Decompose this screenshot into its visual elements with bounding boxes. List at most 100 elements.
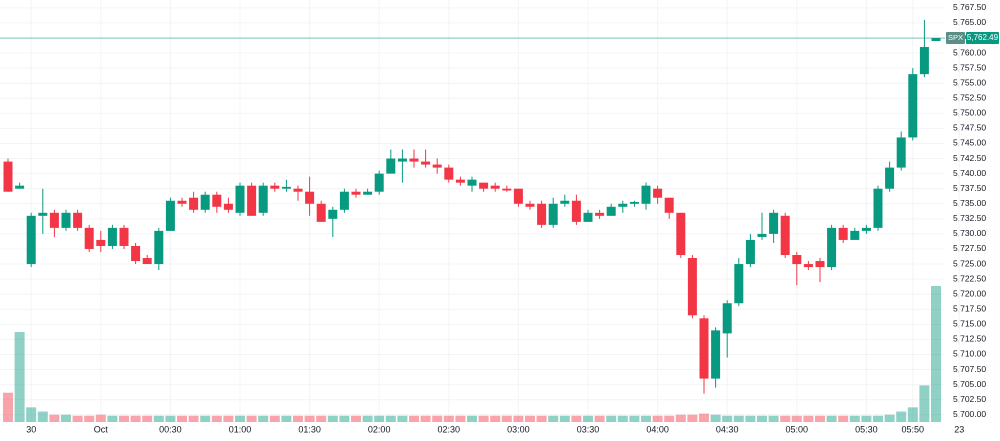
candle-body (119, 227, 129, 246)
candle-body (827, 227, 837, 268)
candle-body (560, 200, 570, 204)
candle-body (537, 203, 547, 225)
y-tick-label: 5,750.00 (953, 108, 986, 118)
candle-body (502, 188, 512, 191)
candle-body (270, 185, 280, 189)
candle-body (96, 239, 106, 246)
x-tick-label: 05:50 (902, 424, 925, 434)
x-tick-label: 02:00 (368, 424, 391, 434)
x-tick-label: 01:30 (298, 424, 321, 434)
candle-body (189, 197, 199, 210)
volume-bar (478, 415, 489, 422)
price-box (966, 32, 999, 45)
y-tick-label: 5,702.50 (953, 394, 986, 404)
volume-bar (258, 415, 269, 422)
candle-body (432, 164, 442, 168)
candle-body (815, 261, 825, 268)
volume-bar (803, 415, 814, 422)
candle-body (885, 167, 895, 189)
volume-bar (722, 415, 733, 422)
candle-body (861, 227, 871, 231)
x-tick-label: 01:00 (229, 424, 252, 434)
volume-bar (153, 415, 164, 422)
volume-bar (316, 415, 327, 422)
candle-body (618, 203, 628, 207)
candle-body (490, 185, 500, 189)
y-tick-label: 5,747.50 (953, 123, 986, 133)
volume-bar (791, 415, 802, 422)
candle-body (583, 212, 593, 222)
candle-body (212, 194, 222, 207)
volume-bar (687, 414, 698, 422)
candle-body (363, 191, 373, 195)
candle-body (919, 47, 929, 75)
volume-bar (37, 411, 48, 422)
candle-body (84, 227, 94, 249)
candle-body (38, 212, 48, 216)
candle-body (421, 161, 431, 165)
volume-bar (873, 415, 883, 422)
volume-bar (525, 415, 535, 422)
volume-bar (72, 415, 83, 422)
volume-bar (432, 415, 443, 422)
candle-body (258, 185, 268, 213)
candle-body (757, 233, 767, 237)
volume-bar (304, 415, 315, 422)
x-tick-label: 03:00 (507, 424, 530, 434)
volume-bar (664, 415, 675, 422)
candle-body (177, 200, 187, 204)
candle-body (3, 161, 13, 192)
volume-bar (896, 411, 907, 422)
candle-body (165, 200, 175, 231)
candle-body (734, 264, 744, 304)
volume-bar (548, 415, 559, 422)
symbol-label: SPX (948, 33, 963, 42)
y-tick-label: 5,720.00 (953, 288, 986, 298)
volume-bar (629, 415, 640, 422)
volume-bar (211, 415, 222, 422)
volume-bar (745, 415, 756, 422)
candle-body (351, 191, 361, 195)
candle-body (722, 303, 732, 334)
candle-body (386, 158, 396, 174)
volume-bar (177, 415, 187, 422)
candle-body (107, 227, 117, 246)
volume-bar (107, 415, 118, 422)
volume-bar (768, 415, 779, 422)
x-tick-label: 03:30 (577, 424, 600, 434)
candle-body (374, 173, 384, 192)
candle-body (131, 245, 141, 262)
y-tick-label: 5,730.00 (953, 228, 986, 238)
y-tick-label: 5,752.50 (953, 93, 986, 103)
volume-bar (362, 415, 373, 422)
x-tick-label: 30 (26, 424, 36, 434)
volume-bar (385, 415, 396, 422)
candle-body (444, 167, 454, 180)
y-tick-label: 5,755.00 (953, 77, 986, 87)
x-tick-label: 00:30 (159, 424, 182, 434)
candle-body (281, 186, 291, 189)
volume-bar (14, 332, 25, 422)
volume-bar (571, 415, 582, 422)
volume-bar (733, 415, 744, 422)
candle-body (409, 158, 419, 162)
y-tick-label: 5,727.50 (953, 243, 986, 253)
candle-body (769, 212, 779, 234)
candle-body (223, 203, 233, 210)
volume-bar (188, 415, 199, 422)
volume-bar (374, 415, 385, 422)
volume-bar (351, 415, 361, 422)
volume-bar (84, 415, 95, 422)
y-tick-label: 5,712.50 (953, 334, 986, 344)
y-tick-label: 5,765.00 (953, 17, 986, 27)
volume-bar (919, 385, 930, 422)
candle-body (699, 318, 709, 379)
y-tick-label: 5,757.50 (953, 62, 986, 72)
y-tick-label: 5,717.50 (953, 304, 986, 314)
volume-bar (269, 415, 280, 422)
volume-bar (200, 415, 211, 422)
volume-bar (61, 414, 71, 422)
y-tick-label: 5,740.00 (953, 168, 986, 178)
y-tick-label: 5,767.50 (953, 2, 986, 12)
x-tick-label: Oct (94, 424, 109, 434)
